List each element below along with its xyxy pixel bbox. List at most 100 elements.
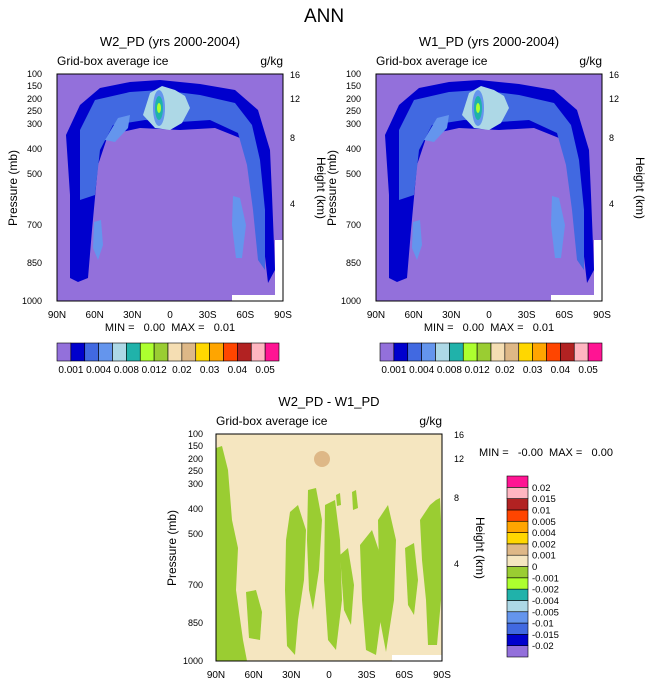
colorbar-label: 0.001 <box>381 365 406 376</box>
contour-level-0.02-center <box>157 103 161 113</box>
colorbar-label: 0.012 <box>465 365 490 376</box>
colorbar-label: 0.03 <box>200 365 220 376</box>
colorbar-swatch <box>449 342 464 362</box>
y-tick-label: 300 <box>346 119 361 129</box>
y-tick-labels: 100 150 200 250 300 400 500 700 850 1000 <box>183 429 203 666</box>
colorbar-swatch <box>506 498 529 511</box>
x-tick-label: 90N <box>367 310 385 321</box>
contour-level-neg-0.001 <box>420 498 441 645</box>
x-tick-label: 60S <box>236 310 254 321</box>
y-tick-label: 300 <box>188 479 203 489</box>
y-tick-label: 200 <box>346 94 361 104</box>
colorbar-label: 0.008 <box>114 365 139 376</box>
contour-level-neg-0.001 <box>324 500 342 650</box>
y2-tick-label: 12 <box>290 94 300 104</box>
colorbar-swatch <box>506 475 529 488</box>
colorbar-swatch <box>70 342 86 362</box>
x-tick-label: 60N <box>245 670 263 681</box>
contour-level-0.008-right <box>551 196 565 258</box>
colorbar-label: 0.004 <box>409 365 434 376</box>
x-tick-label: 90N <box>207 670 225 681</box>
y-tick-label: 500 <box>346 169 361 179</box>
contour-level-neg-0.001 <box>285 505 306 655</box>
y-tick-label: 400 <box>346 144 361 154</box>
colorbar-label: 0.02 <box>172 365 192 376</box>
x-tick-label: 30N <box>442 310 460 321</box>
colorbar-label: 0.05 <box>578 365 598 376</box>
min-max-text: MIN = 0.00 MAX = 0.01 <box>105 322 235 334</box>
colorbar-swatch <box>506 566 529 579</box>
y-tick-label: 150 <box>27 81 42 91</box>
colorbar-swatch <box>587 342 603 362</box>
colorbar-swatch <box>506 577 529 590</box>
contour-level-neg-0.001 <box>352 490 358 510</box>
y-tick-labels: 100 150 200 250 300 400 500 700 850 1000 <box>22 69 42 306</box>
plot-frame <box>56 73 284 302</box>
y2-axis-label: Height (km) <box>314 157 328 219</box>
colorbar-swatch <box>56 342 72 362</box>
colorbar-label: 0.03 <box>523 365 543 376</box>
y-tick-label: 1000 <box>341 296 361 306</box>
y-tick-label: 250 <box>188 466 203 476</box>
x-tick-label: 30S <box>518 310 536 321</box>
contour-field <box>57 74 283 301</box>
colorbar-swatch <box>506 543 529 556</box>
colorbar-label: 0.001 <box>532 551 556 562</box>
x-tick-label: 30N <box>282 670 300 681</box>
contour-level-neg-0.001 <box>336 493 341 506</box>
colorbar-label: 0.01 <box>532 505 551 516</box>
y-tick-label: 100 <box>27 69 42 79</box>
colorbar-swatch <box>98 342 113 362</box>
x-tick-label: 0 <box>167 310 173 321</box>
y2-tick-label: 8 <box>454 493 459 503</box>
colorbar-swatch <box>506 611 529 624</box>
plot-frame <box>375 73 603 302</box>
x-tick-label: 90S <box>593 310 611 321</box>
y2-tick-label: 8 <box>609 133 614 143</box>
y-tick-label: 100 <box>188 429 203 439</box>
colorbar-w1-pd: 0.001 0.004 0.008 0.012 0.02 0.03 0.04 0.05 <box>379 342 603 376</box>
y2-axis-label: Height (km) <box>473 517 487 579</box>
contour-level-neg-0.001 <box>246 590 262 640</box>
colorbar-label: -0.015 <box>532 630 559 641</box>
colorbar-label: -0.001 <box>532 573 559 584</box>
y2-tick-label: 12 <box>609 94 619 104</box>
colorbar-swatch <box>506 554 529 567</box>
contour-level-neg-0.001 <box>307 488 322 610</box>
y-tick-label: 400 <box>188 504 203 514</box>
x-tick-label: 30S <box>358 670 376 681</box>
colorbar-swatch <box>560 342 575 362</box>
contour-field <box>216 434 442 661</box>
figure-title: ANN <box>304 6 344 27</box>
x-tick-label: 0 <box>326 670 332 681</box>
x-tick-label: 90N <box>48 310 66 321</box>
y2-tick-labels: 16 12 8 4 <box>454 430 464 569</box>
y-tick-label: 150 <box>188 441 203 451</box>
y-tick-label: 500 <box>188 529 203 539</box>
y-tick-label: 150 <box>346 81 361 91</box>
colorbar-label: 0.04 <box>551 365 571 376</box>
colorbar-label: 0.008 <box>437 365 462 376</box>
colorbar-swatch <box>476 342 492 362</box>
masked-region <box>594 240 602 301</box>
colorbar-swatch <box>181 342 197 362</box>
y-tick-label: 850 <box>188 618 203 628</box>
x-tick-label: 60N <box>405 310 423 321</box>
y-tick-label: 500 <box>27 169 42 179</box>
colorbar-difference: -0.02-0.015-0.01-0.005-0.004-0.002-0.001… <box>506 475 559 658</box>
colorbar-label: 0.001 <box>58 365 83 376</box>
y2-tick-label: 8 <box>290 133 295 143</box>
colorbar-swatch <box>126 342 141 362</box>
panel-w2-pd: W2_PD (yrs 2000-2004) Grid-box average i… <box>6 34 328 376</box>
y-tick-labels: 100 150 200 250 300 400 500 700 850 1000 <box>341 69 361 306</box>
min-max-text: MIN = -0.00 MAX = 0.00 <box>479 447 613 459</box>
colorbar-swatch <box>407 342 422 362</box>
y-axis-label: Pressure (mb) <box>6 150 20 226</box>
colorbar-swatch <box>237 342 252 362</box>
panel-difference: W2_PD - W1_PD Grid-box average ice g/kg … <box>165 394 613 681</box>
panel-title: W1_PD (yrs 2000-2004) <box>419 34 559 49</box>
y2-tick-label: 16 <box>609 70 619 80</box>
variable-label: Grid-box average ice <box>216 414 328 428</box>
variable-label: Grid-box average ice <box>57 54 169 68</box>
colorbar-label: 0.002 <box>532 539 556 550</box>
